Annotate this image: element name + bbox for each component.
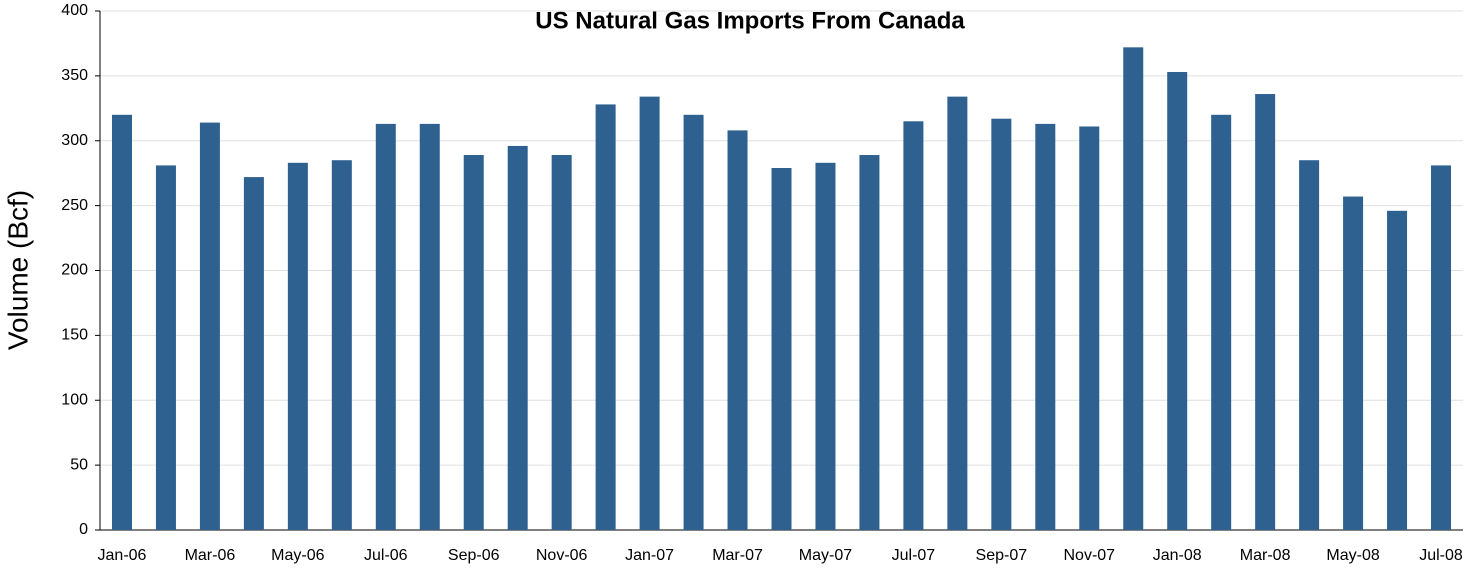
y-tick-label: 50	[70, 456, 88, 473]
bar	[331, 160, 352, 530]
y-tick-label: 100	[61, 391, 88, 408]
bar	[683, 114, 704, 531]
bar	[1299, 160, 1320, 530]
bar	[991, 118, 1012, 530]
x-tick-label: Nov-07	[1063, 547, 1115, 564]
x-tick-label: Jan-08	[1153, 547, 1202, 564]
bar	[155, 165, 176, 530]
bar	[1343, 196, 1364, 531]
bar	[595, 104, 616, 531]
bar	[419, 123, 440, 530]
x-tick-label: Jul-07	[892, 547, 936, 564]
x-tick-label: Sep-06	[448, 547, 500, 564]
x-tick-label: Sep-07	[976, 547, 1028, 564]
y-tick-label: 350	[61, 67, 88, 84]
bar	[1079, 126, 1100, 530]
bar	[1387, 210, 1408, 530]
bar	[1035, 123, 1056, 530]
x-tick-label: May-07	[799, 547, 852, 564]
y-tick-label: 300	[61, 132, 88, 149]
bar	[243, 177, 264, 530]
bar	[111, 114, 132, 531]
bar	[639, 96, 660, 530]
y-tick-label: 0	[79, 521, 88, 538]
x-tick-label: Jul-06	[364, 547, 408, 564]
bar	[551, 155, 572, 530]
x-tick-label: Mar-08	[1240, 547, 1291, 564]
chart-title: US Natural Gas Imports From Canada	[535, 7, 965, 34]
y-tick-label: 200	[61, 262, 88, 279]
bar	[859, 155, 880, 530]
bar	[199, 122, 220, 531]
bar	[1167, 71, 1188, 531]
x-tick-label: Jul-08	[1419, 547, 1463, 564]
bar	[1431, 165, 1452, 530]
bar	[727, 130, 748, 530]
bar	[815, 162, 836, 530]
x-tick-label: Mar-07	[712, 547, 763, 564]
y-tick-label: 150	[61, 327, 88, 344]
y-tick-label: 250	[61, 197, 88, 214]
x-tick-label: Nov-06	[536, 547, 588, 564]
y-tick-label: 400	[61, 2, 88, 19]
bar	[463, 155, 484, 530]
bar	[903, 121, 924, 530]
x-tick-label: May-08	[1326, 547, 1379, 564]
x-tick-label: Mar-06	[185, 547, 236, 564]
bar	[771, 167, 792, 530]
bar	[287, 162, 308, 530]
bar	[1123, 47, 1144, 531]
y-axis-label: Volume (Bcf)	[2, 190, 33, 350]
bar	[375, 123, 396, 530]
bar	[1255, 94, 1276, 530]
bar	[947, 96, 968, 530]
x-tick-label: May-06	[271, 547, 324, 564]
bar	[507, 145, 528, 530]
bar	[1211, 114, 1232, 531]
x-tick-label: Jan-06	[98, 547, 147, 564]
x-tick-label: Jan-07	[625, 547, 674, 564]
